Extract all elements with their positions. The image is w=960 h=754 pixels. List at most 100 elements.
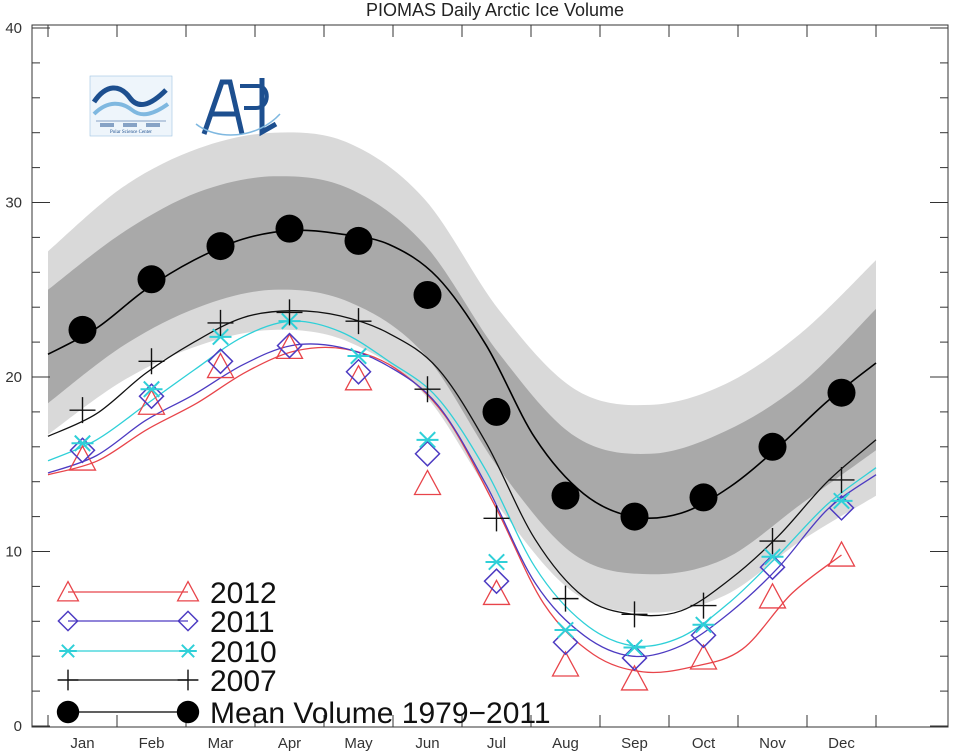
- y-tick-label-10: 10: [5, 544, 22, 561]
- point-2010-Aug: [554, 621, 577, 639]
- x-tick-label-Jan: Jan: [70, 735, 94, 752]
- x-tick-label-Apr: Apr: [278, 735, 301, 752]
- x-tick-label-Oct: Oct: [692, 735, 716, 752]
- polar-science-center-logo: Polar Science Center: [89, 75, 173, 137]
- point-2010-Oct: [692, 616, 715, 634]
- legend-marker-end-y2007: [177, 669, 199, 691]
- y-tick-label-20: 20: [5, 369, 22, 386]
- legend-marker-start-mean: [56, 700, 80, 724]
- point-2011-Oct: [690, 622, 717, 649]
- point-2010-Jan: [71, 434, 94, 452]
- x-tick-label-Sep: Sep: [621, 735, 648, 752]
- point-2007-Nov: [759, 528, 786, 555]
- point-2012-Sep: [620, 664, 649, 691]
- point-2010-Jun: [416, 431, 439, 449]
- legend-marker-start-y2007: [57, 669, 79, 691]
- point-2007-Feb: [138, 348, 165, 375]
- point-mean-Feb: [137, 265, 166, 294]
- point-2012-Aug: [551, 650, 580, 677]
- point-2012-Jun: [413, 469, 442, 496]
- series-line-2010: [47, 320, 877, 648]
- point-mean-Jan: [68, 315, 97, 344]
- point-2010-May: [347, 347, 370, 365]
- point-2007-May: [345, 308, 372, 335]
- point-mean-Jun: [413, 280, 442, 309]
- x-tick-label-Jul: Jul: [487, 735, 506, 752]
- spread-bands: [48, 132, 876, 613]
- point-2007-Jul: [483, 505, 510, 532]
- point-2012-Jan: [68, 444, 97, 471]
- point-2007-Sep: [621, 601, 648, 628]
- point-2010-Sep: [623, 639, 646, 656]
- y-tick-label-0: 0: [14, 718, 22, 735]
- axes: 0 10 20 30 40 Jan Feb Mar Apr May Jun Jul Aug Sep Oct N…: [5, 20, 948, 752]
- point-2012-Oct: [689, 643, 718, 670]
- inner-spread-band: [48, 176, 876, 575]
- point-2010-Feb: [140, 380, 163, 398]
- x-tick-label-Aug: Aug: [552, 735, 579, 752]
- apl-logo: [195, 78, 281, 137]
- legend-label-y2007: 2007: [210, 665, 277, 698]
- series-markers: [68, 214, 856, 691]
- y-tick-label-40: 40: [5, 20, 22, 37]
- x-tick-label-Dec: Dec: [828, 735, 855, 752]
- point-2010-Jul: [485, 553, 508, 571]
- point-2011-Jan: [69, 437, 96, 464]
- legend-label-y2010: 2010: [210, 636, 277, 669]
- series-lines: [47, 229, 877, 674]
- point-2007-Aug: [552, 585, 579, 612]
- x-tick-label-Nov: Nov: [759, 735, 786, 752]
- psc-logo-text: Polar Science Center: [110, 130, 152, 135]
- point-2011-Jun: [414, 440, 441, 467]
- chart-title: PIOMAS Daily Arctic Ice Volume: [366, 0, 624, 20]
- point-2011-Sep: [621, 644, 648, 672]
- x-tick-label-May: May: [344, 735, 373, 752]
- point-2011-Nov: [759, 554, 786, 581]
- point-mean-Nov: [758, 432, 787, 461]
- point-mean-Jul: [482, 397, 511, 426]
- legend-marker-end-y2010: [179, 644, 197, 658]
- x-tick-label-Feb: Feb: [139, 735, 165, 752]
- point-2012-Dec: [827, 540, 856, 567]
- point-2007-Jan: [69, 397, 96, 424]
- legend-marker-start-y2010: [59, 644, 77, 658]
- point-2012-Mar: [206, 352, 235, 379]
- legend-label-y2011: 2011: [210, 606, 275, 639]
- legend-marker-end-y2012: [176, 580, 200, 602]
- point-mean-Dec: [827, 378, 856, 407]
- legend-marker-end-mean: [176, 700, 200, 724]
- point-mean-Aug: [551, 481, 580, 510]
- point-2011-Dec: [828, 494, 855, 521]
- point-2007-Dec: [828, 466, 855, 493]
- point-2011-Aug: [552, 629, 579, 656]
- point-mean-Sep: [620, 502, 649, 531]
- x-tick-label-Mar: Mar: [208, 735, 234, 752]
- y-tick-label-30: 30: [5, 195, 22, 212]
- point-mean-Apr: [275, 214, 304, 243]
- legend-label-mean: Mean Volume 1979−2011: [210, 697, 551, 730]
- point-mean-May: [344, 226, 373, 255]
- point-mean-Mar: [206, 232, 235, 261]
- point-2007-Jun: [414, 376, 441, 403]
- point-2011-Jul: [483, 568, 510, 595]
- point-2011-May: [345, 358, 372, 385]
- point-2011-Feb: [138, 383, 165, 410]
- point-2011-Apr: [276, 332, 303, 359]
- legend-marker-start-y2011: [57, 610, 79, 632]
- plot-frame: [31, 24, 949, 728]
- series-line-2011: [47, 343, 877, 658]
- legend-marker-end-y2011: [177, 610, 199, 632]
- series-line-mean: [47, 229, 877, 520]
- legend-label-y2012: 2012: [210, 577, 277, 610]
- point-2007-Apr: [276, 299, 303, 326]
- point-2011-Mar: [207, 348, 234, 375]
- point-2007-Mar: [207, 309, 234, 336]
- legend-marker-start-y2012: [56, 580, 80, 602]
- point-mean-Oct: [689, 483, 718, 512]
- point-2010-Dec: [830, 492, 853, 510]
- x-tick-label-Jun: Jun: [415, 735, 439, 752]
- series-line-2007: [47, 310, 877, 617]
- point-2010-Nov: [761, 548, 784, 566]
